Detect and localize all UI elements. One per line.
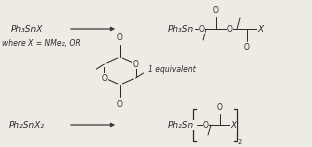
Text: O: O bbox=[117, 33, 123, 42]
Text: Ph₂Sn: Ph₂Sn bbox=[168, 121, 194, 130]
Text: 1 equivalent: 1 equivalent bbox=[148, 65, 196, 74]
Text: X: X bbox=[230, 121, 236, 130]
Text: O: O bbox=[227, 25, 233, 34]
Text: O: O bbox=[199, 25, 205, 34]
Text: O: O bbox=[244, 43, 250, 52]
Text: Ph₃Sn: Ph₃Sn bbox=[168, 25, 194, 34]
Text: Ph₂SnX₂: Ph₂SnX₂ bbox=[9, 121, 45, 130]
Text: X: X bbox=[257, 25, 263, 34]
Text: where X = NMe₂, OR: where X = NMe₂, OR bbox=[2, 39, 80, 47]
Text: Ph₃SnX: Ph₃SnX bbox=[11, 25, 43, 34]
Text: O: O bbox=[101, 74, 107, 82]
Text: O: O bbox=[117, 100, 123, 109]
Text: O: O bbox=[217, 103, 223, 112]
Text: 2: 2 bbox=[238, 139, 242, 145]
Text: O: O bbox=[213, 6, 219, 15]
Text: O: O bbox=[203, 121, 209, 130]
Text: O: O bbox=[133, 60, 139, 69]
